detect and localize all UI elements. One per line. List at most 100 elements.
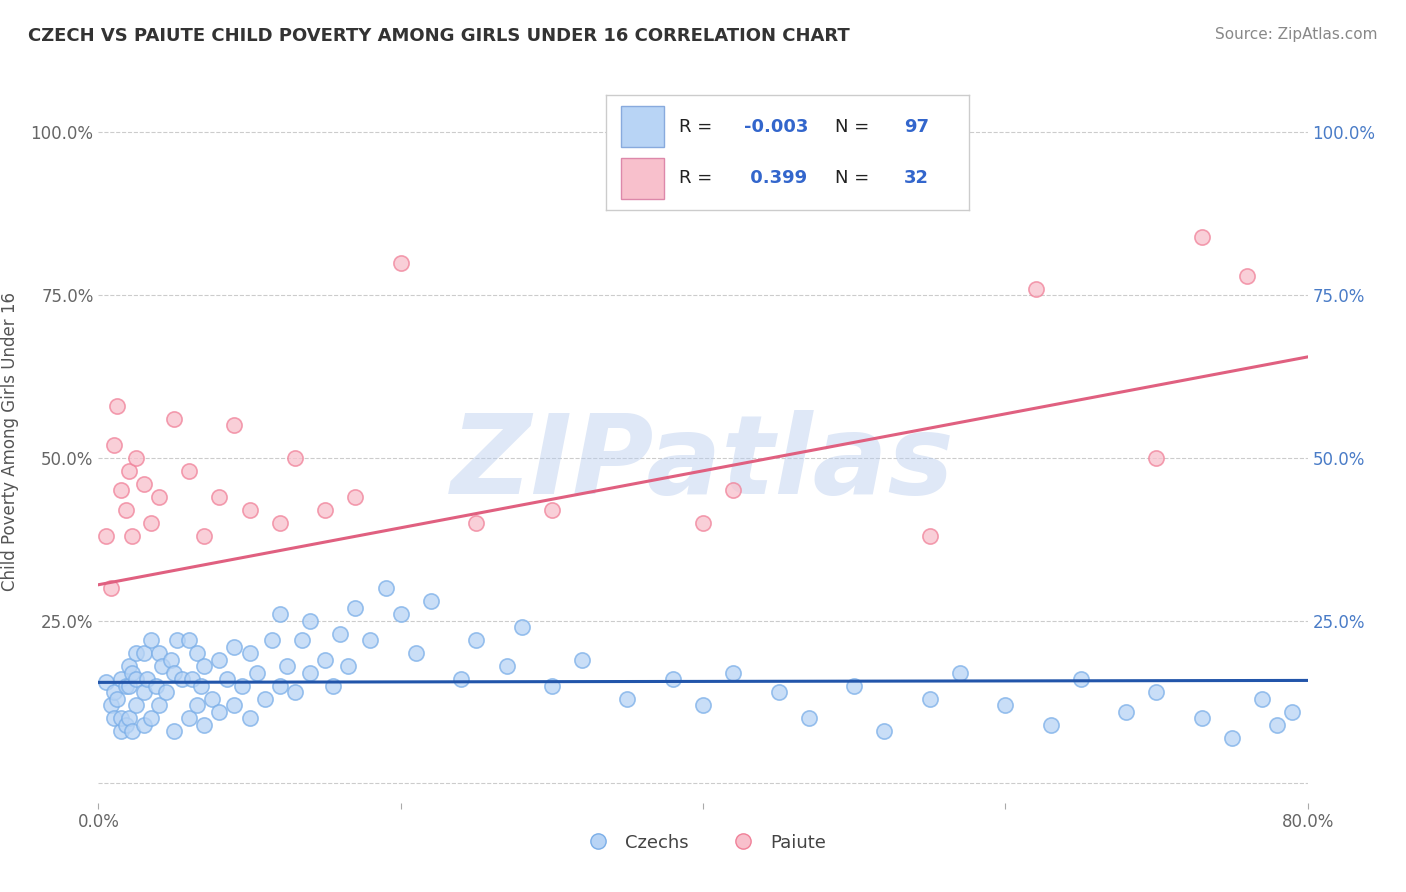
Point: [114, 717, 136, 731]
Point: [141, 516, 163, 530]
Point: [125, 698, 148, 713]
Point: [94, 675, 117, 690]
Point: [110, 483, 132, 498]
Point: [208, 652, 231, 666]
Point: [1144, 450, 1167, 465]
Point: [1236, 268, 1258, 283]
Point: [344, 600, 367, 615]
Point: [239, 503, 262, 517]
Point: [1267, 717, 1289, 731]
Point: [661, 672, 683, 686]
Point: [193, 529, 215, 543]
Point: [208, 705, 231, 719]
Point: [723, 665, 745, 680]
Point: [291, 633, 314, 648]
Point: [360, 633, 382, 648]
Point: [145, 679, 167, 693]
Point: [239, 711, 262, 725]
Point: [110, 672, 132, 686]
Point: [224, 640, 246, 654]
Point: [495, 659, 517, 673]
Point: [186, 698, 208, 713]
Point: [193, 717, 215, 731]
Point: [148, 490, 170, 504]
Point: [150, 659, 173, 673]
Point: [103, 438, 125, 452]
Point: [193, 659, 215, 673]
Point: [284, 685, 307, 699]
Text: CZECH VS PAIUTE CHILD POVERTY AMONG GIRLS UNDER 16 CORRELATION CHART: CZECH VS PAIUTE CHILD POVERTY AMONG GIRL…: [28, 27, 849, 45]
Point: [246, 665, 269, 680]
Point: [540, 679, 562, 693]
Point: [166, 633, 188, 648]
Point: [118, 711, 141, 725]
Point: [201, 691, 224, 706]
Point: [103, 711, 125, 725]
Point: [100, 581, 122, 595]
Point: [1281, 705, 1303, 719]
Point: [465, 633, 488, 648]
Point: [114, 679, 136, 693]
Point: [118, 659, 141, 673]
Point: [190, 679, 212, 693]
Point: [160, 652, 183, 666]
Point: [336, 659, 359, 673]
Point: [405, 646, 427, 660]
Legend: Czechs, Paiute: Czechs, Paiute: [572, 826, 834, 859]
Point: [141, 711, 163, 725]
Point: [797, 711, 820, 725]
Point: [231, 679, 253, 693]
Point: [103, 685, 125, 699]
Point: [540, 503, 562, 517]
Point: [253, 691, 276, 706]
Point: [105, 399, 128, 413]
Point: [262, 633, 284, 648]
Point: [616, 691, 638, 706]
Point: [692, 698, 714, 713]
Point: [155, 685, 177, 699]
Point: [322, 679, 344, 693]
Point: [1144, 685, 1167, 699]
Point: [571, 652, 593, 666]
Point: [269, 516, 291, 530]
Point: [276, 659, 298, 673]
Point: [918, 691, 941, 706]
Point: [994, 698, 1017, 713]
Point: [269, 679, 291, 693]
Point: [148, 646, 170, 660]
Point: [1220, 731, 1243, 745]
Point: [132, 646, 155, 660]
Point: [1070, 672, 1092, 686]
Point: [94, 529, 117, 543]
Y-axis label: Child Poverty Among Girls Under 16: Child Poverty Among Girls Under 16: [1, 292, 20, 591]
Point: [1039, 717, 1062, 731]
Point: [141, 633, 163, 648]
Point: [723, 483, 745, 498]
Point: [269, 607, 291, 621]
Point: [239, 646, 262, 660]
Point: [314, 503, 336, 517]
Point: [163, 724, 186, 739]
Point: [181, 672, 204, 686]
Point: [1251, 691, 1274, 706]
Point: [1191, 229, 1213, 244]
Point: [918, 529, 941, 543]
Point: [110, 724, 132, 739]
Point: [114, 503, 136, 517]
Point: [170, 672, 193, 686]
Text: ZIPatlas: ZIPatlas: [451, 409, 955, 516]
Point: [125, 450, 148, 465]
Point: [692, 516, 714, 530]
Point: [510, 620, 533, 634]
Point: [949, 665, 972, 680]
Point: [121, 529, 143, 543]
Point: [299, 665, 322, 680]
Point: [125, 672, 148, 686]
Point: [224, 698, 246, 713]
Text: Source: ZipAtlas.com: Source: ZipAtlas.com: [1215, 27, 1378, 42]
Point: [450, 672, 472, 686]
Point: [105, 691, 128, 706]
Point: [179, 711, 201, 725]
Point: [121, 665, 143, 680]
Point: [215, 672, 238, 686]
